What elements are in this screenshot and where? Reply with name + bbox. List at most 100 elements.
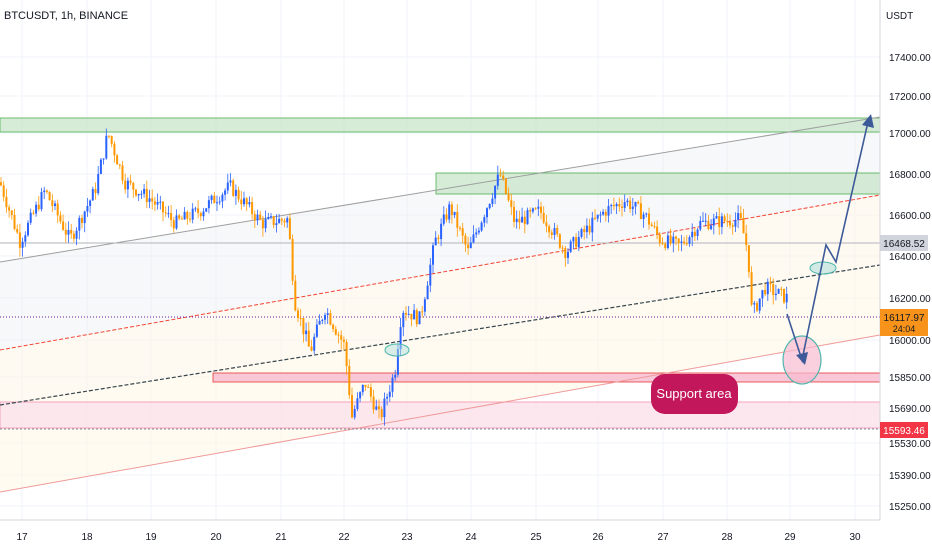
candle-body <box>386 396 389 399</box>
channel-top-line <box>0 116 881 263</box>
price-tick-label: 16600.00 <box>889 211 931 222</box>
channel-bottom-line <box>0 334 881 493</box>
candle-body <box>480 222 483 231</box>
price-tick-label: 15250.00 <box>889 502 931 513</box>
candle-body <box>542 212 545 223</box>
candle-body <box>86 205 89 212</box>
candle-body <box>607 206 610 216</box>
lower-support-zone <box>0 401 881 429</box>
price-tick-label: 15690.00 <box>889 404 931 415</box>
candle-body <box>594 217 596 219</box>
candle-body <box>380 409 383 418</box>
candle-body <box>564 248 567 258</box>
candle-body <box>707 220 710 230</box>
time-tick-label: 23 <box>401 532 413 543</box>
candle-body <box>256 214 259 221</box>
candle-body <box>240 199 243 205</box>
candle-body <box>356 398 359 410</box>
support-area-label[interactable]: Support area <box>651 374 738 414</box>
candle-body <box>537 206 540 209</box>
time-tick-label: 29 <box>784 532 796 543</box>
candle-body <box>153 201 156 205</box>
candle-body <box>691 231 694 238</box>
candle-body <box>183 211 186 220</box>
candle-body <box>224 190 227 195</box>
candle-body <box>310 346 313 351</box>
candle-body <box>648 213 650 225</box>
candle-body <box>207 200 210 209</box>
candle-body <box>469 242 472 249</box>
candle-body <box>369 387 372 397</box>
candle-body <box>513 206 515 223</box>
projection-arrowhead <box>862 114 874 128</box>
candle-body <box>777 288 780 294</box>
candle-body <box>394 374 397 378</box>
candle-body <box>693 231 696 237</box>
candle-body <box>615 204 618 207</box>
candle-body <box>8 207 11 211</box>
candle-body <box>156 201 159 205</box>
candle-body <box>688 237 691 244</box>
projection-path <box>786 121 869 364</box>
candle-body <box>45 190 48 192</box>
candle-body <box>399 327 402 350</box>
candle-body <box>621 206 623 208</box>
current-price-countdown: 24:04 <box>893 324 916 334</box>
candle-body <box>429 264 432 286</box>
candle-body <box>272 216 275 226</box>
retest-marker <box>809 261 837 275</box>
price-tick-label: 17000.00 <box>889 129 931 140</box>
candle-body <box>669 235 672 244</box>
time-tick-label: 18 <box>81 532 93 543</box>
candle-body <box>359 392 362 399</box>
candle-body <box>483 217 486 223</box>
candle-body <box>35 204 38 214</box>
candle-body <box>286 218 289 223</box>
last-close-value: 16468.52 <box>883 239 925 250</box>
candle-body <box>129 180 132 183</box>
candles <box>0 128 788 426</box>
candle-body <box>661 243 664 245</box>
time-tick-label: 28 <box>721 532 733 543</box>
candle-body <box>167 213 170 215</box>
candle-body <box>226 182 229 191</box>
candle-body <box>764 290 767 295</box>
candle-body <box>372 396 375 410</box>
candle-body <box>521 216 524 223</box>
candle-body <box>642 214 645 220</box>
candle-body <box>113 143 116 156</box>
candle-body <box>89 200 92 206</box>
candle-body <box>540 206 542 213</box>
candle-body <box>261 219 264 229</box>
candle-body <box>396 349 399 375</box>
candle-body <box>62 221 65 230</box>
candle-body <box>143 188 146 194</box>
candle-body <box>467 244 470 249</box>
candle-body <box>413 310 416 320</box>
candle-body <box>488 203 491 209</box>
candle-body <box>391 377 394 392</box>
candle-body <box>704 220 707 222</box>
candle-body <box>769 281 772 285</box>
candle-body <box>766 281 769 295</box>
channel-center-line <box>0 264 881 406</box>
candle-body <box>526 210 529 225</box>
candle-body <box>229 180 232 183</box>
price-axis[interactable] <box>880 0 932 550</box>
candle-body <box>108 135 110 137</box>
candle-body <box>645 213 648 215</box>
candle-body <box>315 324 318 337</box>
candle-body <box>337 334 340 336</box>
candle-body <box>13 215 16 230</box>
candle-body <box>772 284 775 296</box>
time-axis[interactable] <box>0 520 880 550</box>
candle-body <box>64 229 67 235</box>
candle-body <box>178 215 181 219</box>
candle-body <box>583 229 586 233</box>
candle-body <box>32 212 35 214</box>
candle-body <box>410 313 413 320</box>
candle-body <box>558 234 561 248</box>
candle-body <box>243 198 245 205</box>
